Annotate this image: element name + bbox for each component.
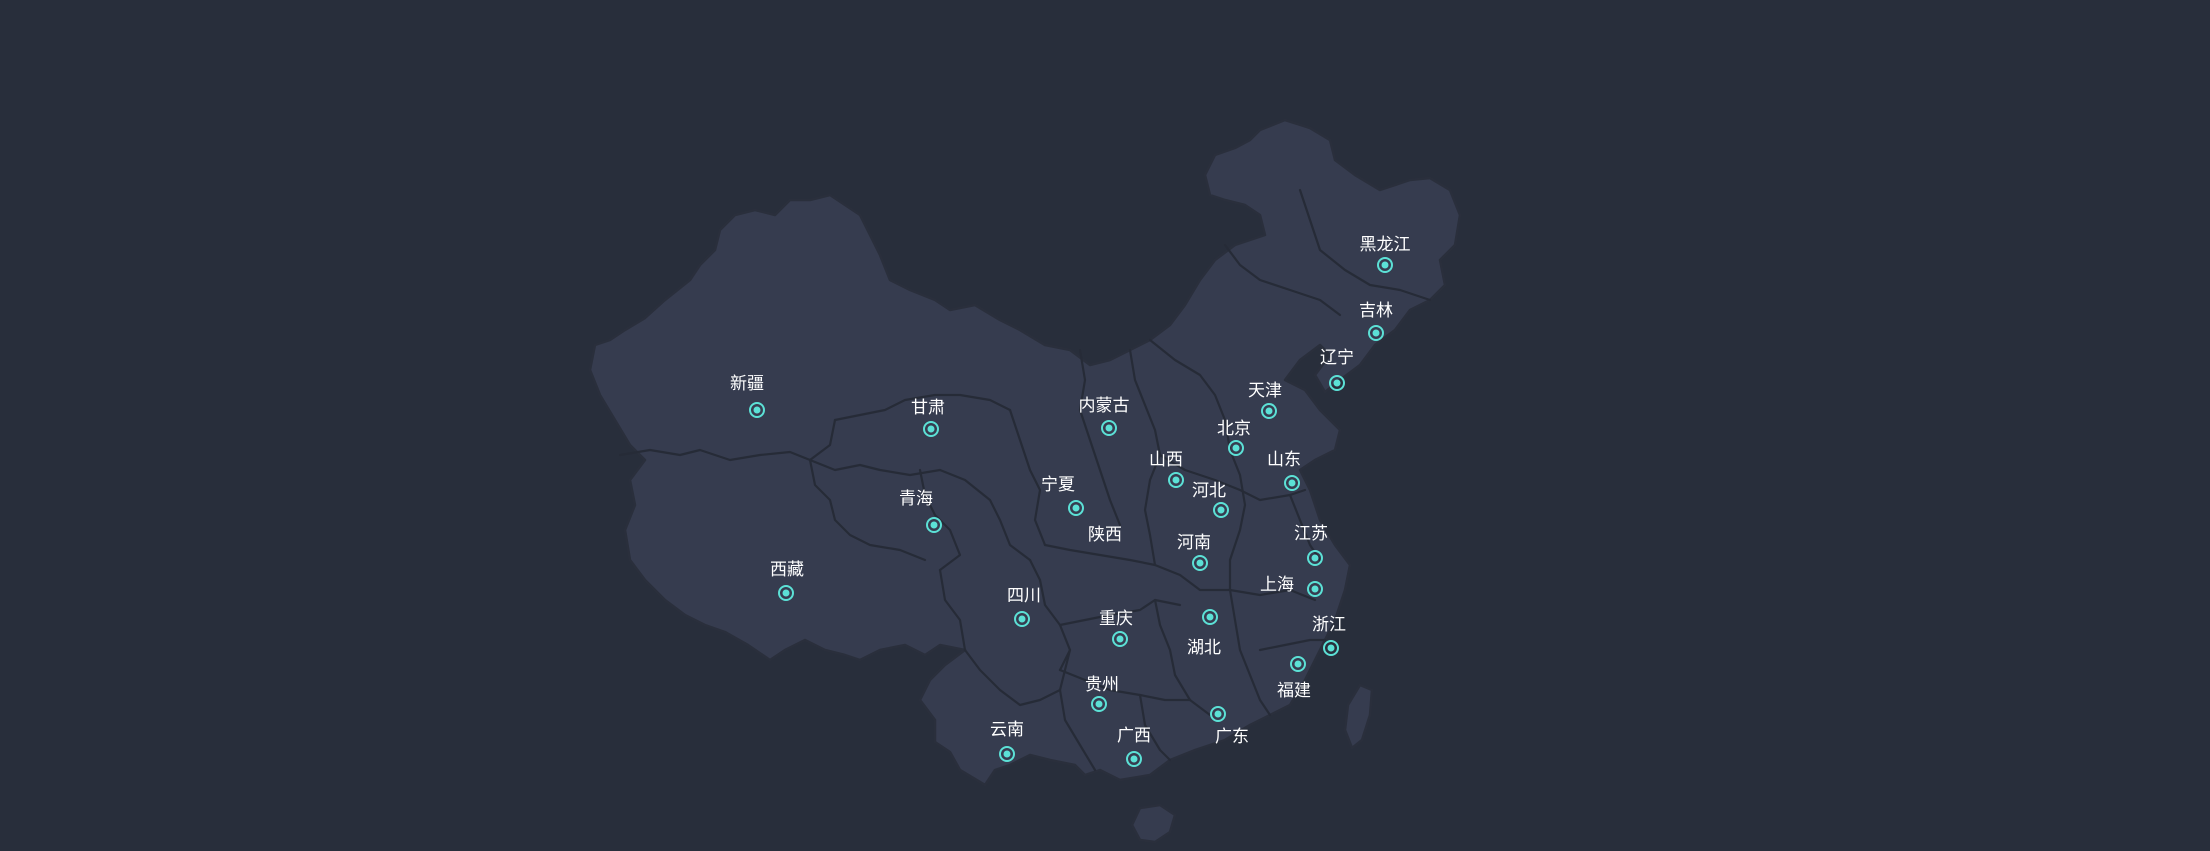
label-jilin: 吉林 [1359,301,1393,321]
label-neimenggu: 内蒙古 [1079,396,1130,416]
label-ningxia: 宁夏 [1041,475,1075,495]
marker-ring-chongqing[interactable] [1112,631,1128,647]
marker-ring-yunnan[interactable] [999,746,1015,762]
marker-dot-guizhou[interactable] [1095,700,1103,708]
marker-dot-qinghai[interactable] [930,521,938,529]
marker-ring-tianjin[interactable] [1261,403,1277,419]
label-guangxi: 广西 [1117,726,1151,746]
marker-dot-shanxi[interactable] [1172,476,1180,484]
marker-dot-neimenggu[interactable] [1105,424,1113,432]
marker-dot-ningxia[interactable] [1072,504,1080,512]
marker-ring-sichuan[interactable] [1014,611,1030,627]
label-guangdong: 广东 [1215,727,1249,747]
label-guizhou: 贵州 [1085,675,1119,695]
label-sichuan: 四川 [1007,586,1041,606]
marker-dot-shandong[interactable] [1288,479,1296,487]
label-heilongjiang: 黑龙江 [1360,235,1411,255]
label-shanghai: 上海 [1260,575,1294,595]
label-shanxi: 山西 [1149,450,1183,470]
marker-dot-guangdong[interactable] [1214,710,1222,718]
marker-dot-heilongjiang[interactable] [1381,261,1389,269]
marker-ring-jilin[interactable] [1368,325,1384,341]
marker-dot-xinjiang[interactable] [753,406,761,414]
marker-dot-hebei[interactable] [1217,506,1225,514]
label-gansu: 甘肃 [911,398,945,418]
marker-ring-qinghai[interactable] [926,517,942,533]
marker-ring-zhejiang[interactable] [1323,640,1339,656]
marker-dot-chongqing[interactable] [1116,635,1124,643]
label-hubei: 湖北 [1187,638,1221,658]
marker-dot-beijing[interactable] [1232,444,1240,452]
marker-dot-fujian[interactable] [1294,660,1302,668]
marker-ring-heilongjiang[interactable] [1377,257,1393,273]
marker-ring-ningxia[interactable] [1068,500,1084,516]
marker-dot-xizang[interactable] [782,589,790,597]
marker-dot-yunnan[interactable] [1003,750,1011,758]
label-hebei: 河北 [1192,481,1226,501]
label-xinjiang: 新疆 [730,374,764,394]
label-shaanxi: 陕西 [1088,525,1122,545]
label-fujian: 福建 [1277,681,1311,701]
marker-dot-jiangsu[interactable] [1311,554,1319,562]
marker-ring-guangdong[interactable] [1210,706,1226,722]
marker-ring-xinjiang[interactable] [749,402,765,418]
marker-ring-neimenggu[interactable] [1101,420,1117,436]
label-liaoning: 辽宁 [1320,348,1354,368]
taiwan-island [1343,683,1374,750]
marker-dot-jilin[interactable] [1372,329,1380,337]
label-tianjin: 天津 [1248,381,1282,401]
marker-dot-shanghai[interactable] [1311,585,1319,593]
marker-ring-hebei[interactable] [1213,502,1229,518]
marker-dot-henan[interactable] [1196,559,1204,567]
marker-dot-zhejiang[interactable] [1327,644,1335,652]
label-qinghai: 青海 [899,489,933,509]
label-jiangsu: 江苏 [1294,524,1328,544]
marker-ring-guangxi[interactable] [1126,751,1142,767]
marker-ring-xizang[interactable] [778,585,794,601]
marker-ring-henan[interactable] [1192,555,1208,571]
label-zhejiang: 浙江 [1312,615,1346,635]
label-henan: 河南 [1177,533,1211,553]
marker-dot-gansu[interactable] [927,425,935,433]
marker-ring-shandong[interactable] [1284,475,1300,491]
marker-dot-hubei[interactable] [1206,613,1214,621]
province-borders [618,188,1432,772]
marker-dot-guangxi[interactable] [1130,755,1138,763]
marker-ring-gansu[interactable] [923,421,939,437]
marker-dot-liaoning[interactable] [1333,379,1341,387]
label-beijing: 北京 [1217,419,1251,439]
hainan-island [1130,803,1177,844]
marker-ring-beijing[interactable] [1228,440,1244,456]
label-shandong: 山东 [1267,450,1301,470]
marker-ring-shanxi[interactable] [1168,472,1184,488]
marker-dot-tianjin[interactable] [1265,407,1273,415]
marker-ring-guizhou[interactable] [1091,696,1107,712]
label-yunnan: 云南 [990,720,1024,740]
label-chongqing: 重庆 [1099,609,1133,629]
marker-ring-jiangsu[interactable] [1307,550,1323,566]
marker-ring-fujian[interactable] [1290,656,1306,672]
label-xizang: 西藏 [770,560,804,580]
marker-ring-liaoning[interactable] [1329,375,1345,391]
marker-ring-hubei[interactable] [1202,609,1218,625]
marker-ring-shanghai[interactable] [1307,581,1323,597]
marker-dot-sichuan[interactable] [1018,615,1026,623]
